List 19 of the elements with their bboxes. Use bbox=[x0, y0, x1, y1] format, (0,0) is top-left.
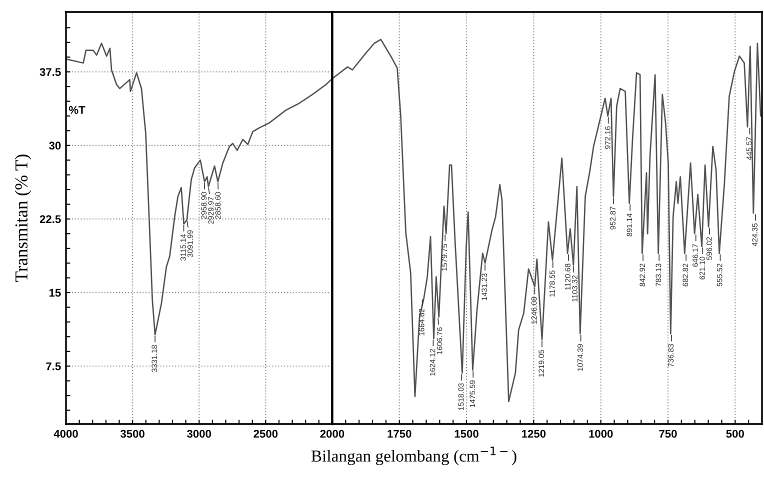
x-tick-label: 1250 bbox=[522, 430, 546, 438]
y-tick-label: 22.5 bbox=[40, 215, 61, 224]
x-tick-label: 2000 bbox=[320, 430, 344, 438]
x-tick-label: 3000 bbox=[187, 430, 212, 438]
y-tick-label: 30 bbox=[49, 142, 61, 150]
annotation: %T bbox=[68, 106, 86, 114]
x-tick-label: 3500 bbox=[120, 430, 144, 438]
x-tick-label: 500 bbox=[726, 430, 744, 438]
x-tick-label: 1000 bbox=[589, 430, 613, 438]
x-tick-label: 2500 bbox=[254, 430, 278, 438]
y-axis-title: Transmitan (% T) bbox=[14, 154, 32, 282]
x-tick-label: 750 bbox=[659, 430, 677, 438]
x-tick-label: 1750 bbox=[388, 430, 412, 438]
x-tick-label: 1500 bbox=[454, 430, 478, 438]
y-tick-label: 15 bbox=[49, 288, 61, 297]
y-tick-label: 37.5 bbox=[40, 68, 61, 76]
x-tick-label: 4000 bbox=[54, 430, 78, 438]
x-axis-title: Bilangan gelombang (cm$^{−1−}$) bbox=[311, 446, 516, 466]
y-tick-label: 7.5 bbox=[46, 362, 61, 370]
